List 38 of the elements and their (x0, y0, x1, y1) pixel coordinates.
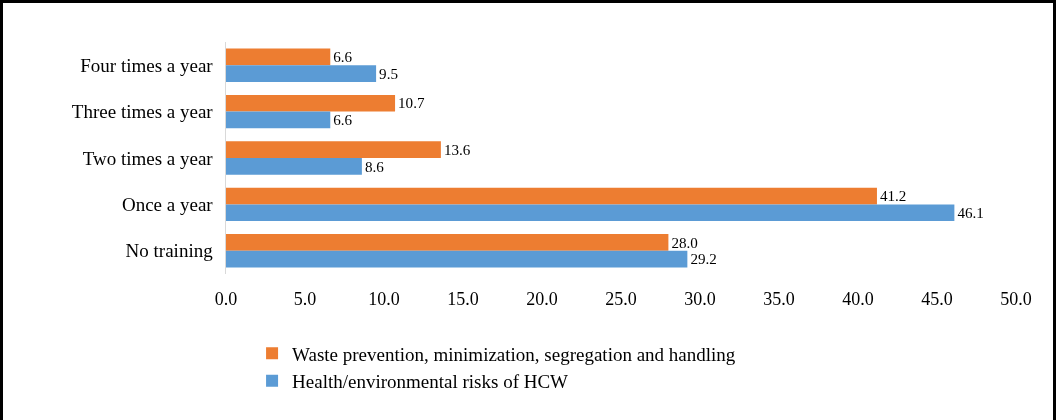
data-label: 46.1 (957, 204, 984, 221)
y-tick-label: Once a year (121, 194, 214, 216)
x-tick-label: 20.0 (526, 289, 558, 309)
data-label: 28.0 (671, 234, 698, 251)
legend-label: Waste prevention, minimization, segregation and handling (292, 343, 736, 365)
legend-label: Health/environmental risks of HCW (292, 371, 569, 393)
y-tick-label: Two times a year (82, 147, 214, 169)
x-tick-label: 15.0 (447, 289, 479, 309)
bar (226, 250, 688, 268)
bar (226, 141, 441, 158)
bar (226, 187, 877, 205)
y-tick-label: Three times a year (71, 101, 214, 123)
x-tick-label: 25.0 (605, 289, 637, 309)
y-tick-label: No training (125, 240, 214, 262)
x-tick-label: 30.0 (684, 289, 716, 309)
bar (226, 111, 331, 129)
x-tick-label: 10.0 (368, 289, 400, 309)
bar (226, 48, 331, 66)
data-label: 29.2 (690, 251, 717, 268)
data-label: 9.5 (379, 65, 398, 82)
data-label: 6.6 (333, 49, 353, 66)
data-label: 8.6 (364, 158, 385, 175)
x-tick-label: 35.0 (763, 289, 795, 309)
x-tick-label: 40.0 (842, 289, 874, 309)
bar (226, 234, 669, 251)
x-tick-label: 45.0 (921, 289, 953, 309)
data-label: 6.6 (333, 112, 353, 129)
bar (226, 158, 362, 175)
x-tick-label: 5.0 (293, 289, 317, 309)
data-label: 13.6 (443, 141, 471, 158)
bar (226, 204, 955, 222)
x-tick-label: 0.0 (214, 289, 238, 309)
data-label: 41.2 (879, 188, 907, 205)
y-tick-label: Four times a year (80, 54, 214, 76)
bar (226, 65, 377, 82)
bar (226, 94, 396, 112)
x-tick-label: 50.0 (1000, 289, 1032, 309)
data-label: 10.7 (398, 95, 425, 112)
